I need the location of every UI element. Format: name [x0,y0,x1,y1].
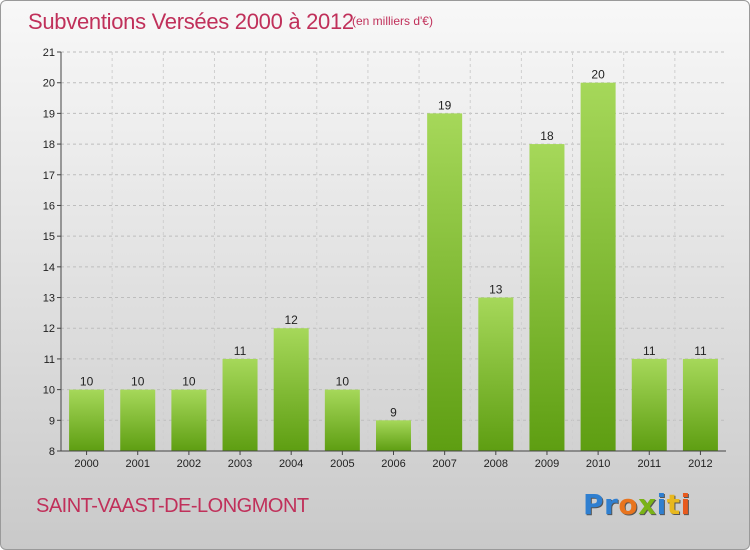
bar-2007 [427,113,463,451]
y-tick-label: 19 [43,108,55,120]
logo-letter: i [680,488,691,521]
x-tick-label: 2007 [432,458,456,470]
x-tick-label: 2011 [637,458,661,470]
bar-2006 [376,420,411,451]
data-label: 11 [694,344,707,358]
y-tick-label: 21 [43,47,55,59]
y-tick-label: 16 [43,200,55,212]
axes: 8 9 10 11 12 13 14 15 16 17 18 19 20 21 2000 2001 2002 20… [43,47,726,470]
grid-lines [61,51,726,451]
bar-2001 [120,389,156,451]
y-tick-label: 12 [43,323,55,335]
bar-2012 [682,358,718,451]
chart-title: Subventions Versées 2000 à 2012 [28,9,354,34]
data-label: 18 [540,129,554,143]
x-tick-label: 2000 [74,458,98,470]
bars: 10 10 10 11 12 10 9 19 13 18 20 11 11 [69,68,718,452]
data-label: 9 [390,405,397,419]
data-label: 11 [234,344,247,358]
x-tick-label: 2005 [330,458,354,470]
x-tick-label: 2010 [586,458,610,470]
bar-2010 [580,82,616,451]
data-label: 10 [80,375,94,389]
x-tick-label: 2008 [484,458,508,470]
bar-2002 [171,389,207,451]
data-label: 10 [336,375,350,389]
chart-unit: (en milliers d'€) [352,14,433,28]
y-tick-label: 18 [43,139,55,151]
data-label: 13 [489,283,503,297]
y-tick-label: 11 [44,354,55,366]
data-label: 20 [591,68,605,82]
bar-2000 [69,389,105,451]
x-tick-label: 2012 [688,458,712,470]
data-label: 19 [438,98,452,112]
y-tick-label: 13 [43,293,55,305]
y-tick-label: 10 [43,385,55,397]
proxiti-logo[interactable]: Proxiti [583,488,691,521]
y-tick-label: 20 [43,78,55,90]
data-label: 10 [182,375,196,389]
bar-2011 [631,358,667,451]
bar-2009 [529,144,565,452]
bar-2004 [273,328,309,451]
data-label: 11 [643,344,656,358]
logo-letter: x [638,488,657,521]
y-tick-label: 8 [49,446,55,458]
bar-2008 [478,297,514,451]
x-tick-label: 2002 [177,458,201,470]
town-name: SAINT-VAAST-DE-LONGMONT [36,495,309,517]
data-label: 10 [131,375,145,389]
logo-letter: P [583,488,605,521]
y-tick-label: 9 [49,415,55,427]
x-tick-label: 2003 [228,458,252,470]
bar-2005 [324,389,360,451]
x-tick-label: 2006 [381,458,405,470]
data-label: 12 [285,313,299,327]
bar-2003 [222,358,258,451]
x-tick-label: 2009 [535,458,559,470]
logo-letter: t [666,488,681,521]
logo-letter: r [604,488,619,521]
y-tick-label: 14 [43,262,55,274]
logo-letter: i [656,488,667,521]
x-tick-label: 2004 [279,458,303,470]
logo-letter: o [618,488,639,521]
y-tick-label: 15 [43,231,55,243]
y-tick-label: 17 [43,170,55,182]
x-tick-label: 2001 [125,458,149,470]
